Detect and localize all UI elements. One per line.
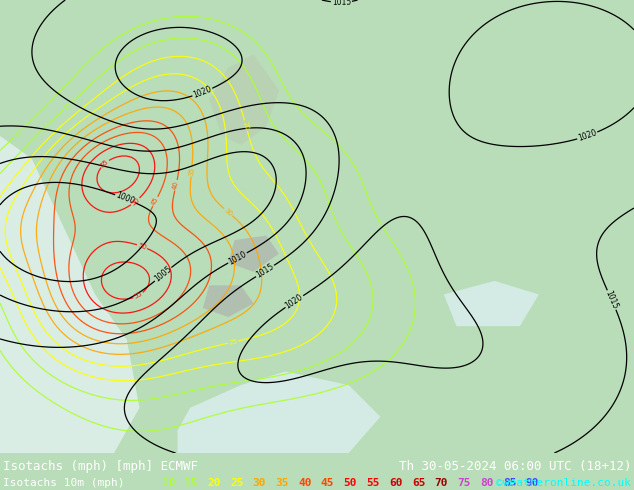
Text: 30: 30 bbox=[253, 478, 266, 488]
Text: 1010: 1010 bbox=[227, 249, 248, 267]
Text: 55: 55 bbox=[100, 158, 110, 169]
Text: 10: 10 bbox=[13, 128, 23, 139]
Text: 35: 35 bbox=[188, 167, 195, 176]
Polygon shape bbox=[178, 371, 380, 453]
Text: 20: 20 bbox=[242, 121, 250, 131]
Text: 20: 20 bbox=[207, 478, 221, 488]
Text: 60: 60 bbox=[389, 478, 403, 488]
Text: 1015: 1015 bbox=[604, 290, 619, 311]
Text: 1000: 1000 bbox=[115, 191, 136, 206]
Polygon shape bbox=[203, 285, 254, 317]
Text: 25: 25 bbox=[230, 478, 243, 488]
Text: 35: 35 bbox=[275, 478, 289, 488]
Text: 1005: 1005 bbox=[153, 265, 174, 284]
Polygon shape bbox=[0, 136, 139, 453]
Text: 55: 55 bbox=[133, 291, 143, 300]
Text: 30: 30 bbox=[223, 207, 233, 217]
Text: 50: 50 bbox=[344, 478, 357, 488]
Polygon shape bbox=[444, 281, 539, 326]
Text: 10: 10 bbox=[162, 478, 175, 488]
Text: 80: 80 bbox=[480, 478, 494, 488]
Text: 50: 50 bbox=[137, 242, 147, 251]
Polygon shape bbox=[228, 236, 279, 272]
Text: Th 30-05-2024 06:00 UTC (18+12): Th 30-05-2024 06:00 UTC (18+12) bbox=[399, 461, 631, 473]
Text: 85: 85 bbox=[503, 478, 517, 488]
Text: 45: 45 bbox=[321, 478, 334, 488]
Text: 65: 65 bbox=[412, 478, 425, 488]
Text: 1020: 1020 bbox=[192, 85, 213, 100]
Text: 50: 50 bbox=[130, 196, 141, 207]
Text: 40: 40 bbox=[298, 478, 312, 488]
Text: 1020: 1020 bbox=[577, 128, 598, 143]
Text: 15: 15 bbox=[62, 101, 73, 111]
Text: Isotachs (mph) [mph] ECMWF: Isotachs (mph) [mph] ECMWF bbox=[3, 461, 198, 473]
Text: 70: 70 bbox=[435, 478, 448, 488]
Text: 55: 55 bbox=[366, 478, 380, 488]
Text: 1015: 1015 bbox=[254, 262, 276, 280]
Text: 15: 15 bbox=[184, 478, 198, 488]
Text: 45: 45 bbox=[151, 196, 160, 207]
Polygon shape bbox=[209, 54, 279, 145]
Text: 40: 40 bbox=[172, 180, 180, 190]
Text: ©weatheronline.co.uk: ©weatheronline.co.uk bbox=[496, 478, 631, 488]
Text: Isotachs 10m (mph): Isotachs 10m (mph) bbox=[3, 478, 124, 488]
Text: 90: 90 bbox=[526, 478, 539, 488]
Text: 1015: 1015 bbox=[332, 0, 351, 7]
Text: 25: 25 bbox=[228, 338, 238, 346]
Text: 75: 75 bbox=[457, 478, 471, 488]
Text: 1020: 1020 bbox=[284, 293, 305, 311]
